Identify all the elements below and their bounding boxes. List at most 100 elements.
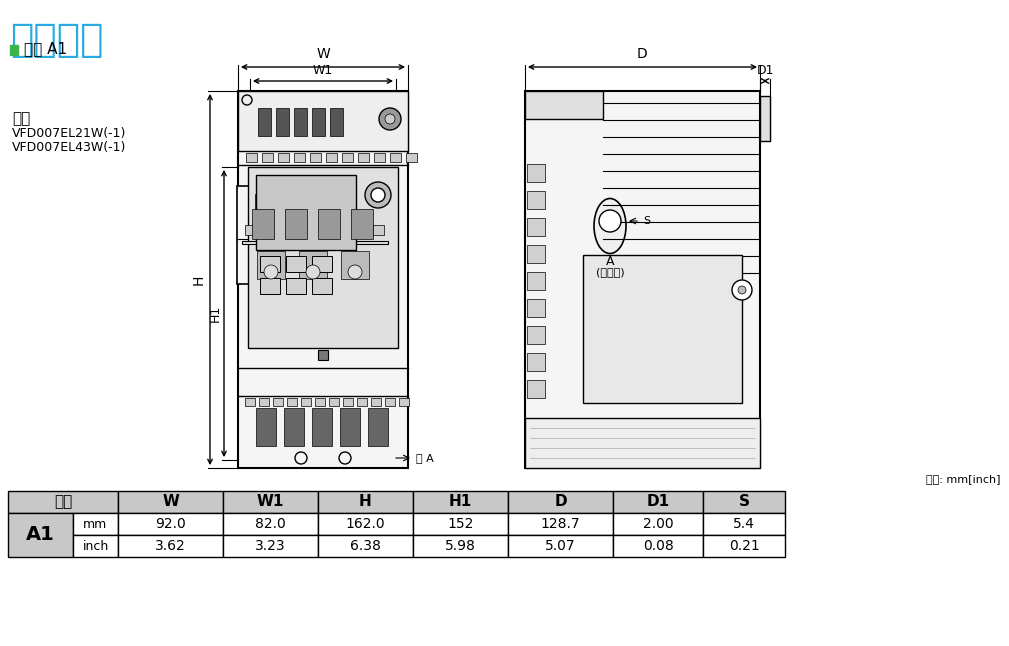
Text: A: A [605,255,614,268]
Bar [325,225,336,235]
Bar [312,408,332,446]
Bar [8,491,118,513]
Text: inch: inch [83,539,109,552]
Bar [318,535,413,557]
Circle shape [738,286,746,294]
Bar [390,153,401,162]
Text: 单位: mm[inch]: 单位: mm[inch] [926,474,1001,484]
Bar [341,225,352,235]
Text: S: S [643,216,650,226]
Bar [351,209,373,239]
Text: 框号: 框号 [53,494,72,510]
Bar [399,398,409,406]
Bar [278,153,289,162]
Text: 型号: 型号 [12,111,30,126]
Bar [613,491,703,513]
Text: H1: H1 [209,305,222,322]
Bar [223,513,318,535]
Text: 5.07: 5.07 [545,539,576,553]
Text: VFD007EL43W(-1): VFD007EL43W(-1) [12,141,126,154]
Text: VFD007EL21W(-1): VFD007EL21W(-1) [12,127,126,140]
Bar [508,535,613,557]
Text: D1: D1 [647,494,670,510]
Bar [285,209,307,239]
Bar [295,194,309,216]
Circle shape [264,265,278,279]
Bar [374,153,385,162]
Bar [301,398,311,406]
Bar [310,153,321,162]
Bar [373,225,384,235]
Bar [583,255,742,403]
Bar [312,278,332,294]
Bar [315,194,329,216]
Text: 82.0: 82.0 [255,517,286,531]
Bar [312,256,332,272]
Bar [413,513,508,535]
Bar [248,167,398,348]
Ellipse shape [594,198,626,253]
Bar [527,164,545,182]
Text: 0.21: 0.21 [728,539,760,553]
Bar [260,278,281,294]
Bar [312,108,325,136]
Bar [260,256,281,272]
Bar [118,513,223,535]
Bar [341,251,369,279]
Text: 5.4: 5.4 [734,517,755,531]
Bar [357,398,367,406]
Bar [261,225,272,235]
Bar [703,491,785,513]
Bar [73,535,118,557]
Bar [293,225,304,235]
Bar [358,153,369,162]
Bar [527,380,545,398]
Bar [256,408,276,446]
Bar [284,408,304,446]
Bar [340,408,360,446]
Bar [118,491,223,513]
Bar [286,256,306,272]
Bar [245,225,256,235]
Text: 见 A: 见 A [416,453,434,463]
Bar [8,513,73,557]
Bar [613,513,703,535]
Bar [242,241,388,244]
Bar [330,108,343,136]
Text: W1: W1 [257,494,285,510]
Bar [257,251,285,279]
Circle shape [599,210,621,232]
Text: 162.0: 162.0 [346,517,385,531]
Text: 92.0: 92.0 [155,517,186,531]
Circle shape [385,114,395,124]
Text: W: W [162,494,179,510]
Circle shape [379,108,401,130]
Bar [262,153,273,162]
Circle shape [371,188,385,202]
Bar [703,513,785,535]
Bar [245,398,255,406]
Text: W: W [316,47,330,61]
Bar [385,398,395,406]
Bar [357,225,368,235]
Bar [703,535,785,557]
Text: D1: D1 [757,64,774,77]
Bar [238,91,408,468]
Bar [525,91,603,119]
Bar [527,326,545,344]
Bar [613,535,703,557]
Text: 5.98: 5.98 [445,539,476,553]
Text: 2.00: 2.00 [643,517,673,531]
Bar [342,153,353,162]
Bar [255,194,269,216]
Text: 6.38: 6.38 [350,539,381,553]
Bar [223,535,318,557]
Bar [413,491,508,513]
Bar [371,398,381,406]
Bar [760,96,770,141]
Text: 框号 A1: 框号 A1 [24,41,68,56]
Bar [287,398,297,406]
Bar [277,225,288,235]
Text: H: H [359,494,372,510]
Circle shape [365,182,391,208]
